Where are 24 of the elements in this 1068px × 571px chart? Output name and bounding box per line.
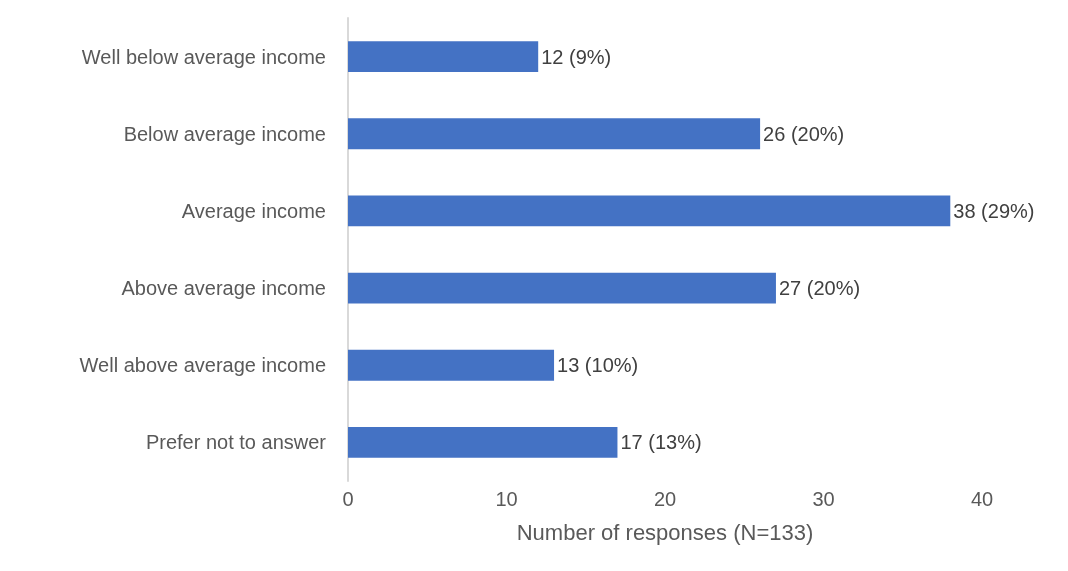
data-label: 26 (20%) — [763, 122, 845, 145]
y-tick-label: Well below average income — [81, 45, 326, 68]
y-tick-label: Well above average income — [79, 354, 326, 377]
bar — [348, 118, 761, 150]
x-tick-label: 0 — [342, 488, 354, 510]
data-label: 12 (9%) — [541, 45, 612, 68]
data-label: 38 (29%) — [953, 199, 1035, 222]
x-axis-title: Number of responses (N=133) — [516, 519, 814, 545]
x-tick-label: 30 — [812, 488, 835, 510]
x-tick-label: 20 — [653, 488, 677, 510]
data-label: 17 (13%) — [620, 431, 702, 454]
bar — [348, 41, 539, 73]
y-tick-label: Average income — [181, 199, 326, 222]
y-tick-label: Prefer not to answer — [145, 431, 327, 454]
bar — [348, 426, 618, 458]
data-label: 13 (10%) — [557, 354, 639, 377]
x-tick-label: 10 — [495, 488, 518, 510]
bar — [348, 272, 776, 304]
bar — [348, 195, 951, 227]
y-tick-label: Above average income — [121, 277, 326, 300]
y-tick-label: Below average income — [123, 122, 326, 145]
data-label: 27 (20%) — [778, 277, 861, 300]
x-tick-label: 40 — [970, 488, 994, 510]
bar — [348, 349, 555, 381]
